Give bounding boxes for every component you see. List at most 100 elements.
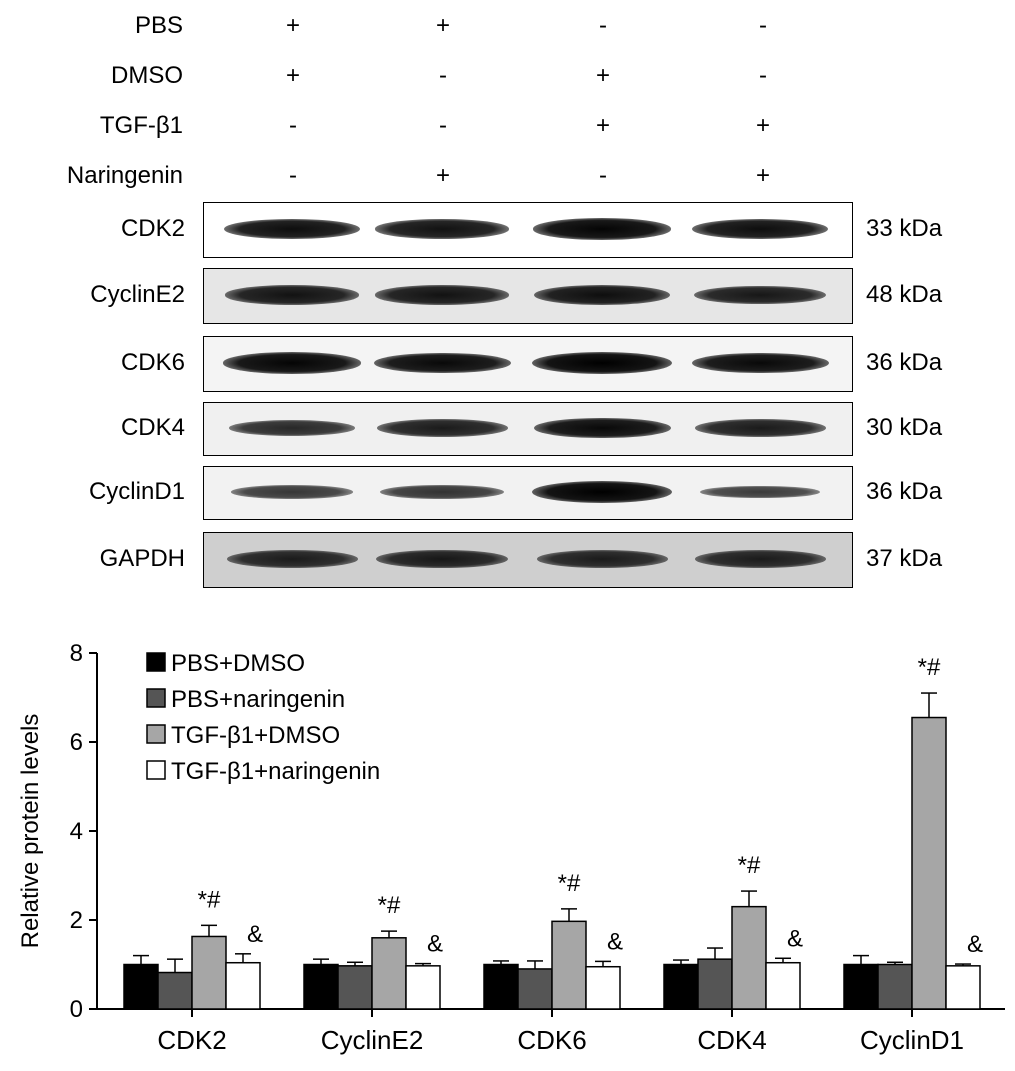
blot-band: [532, 352, 672, 374]
bar: [517, 968, 553, 1010]
y-axis-label: Relative protein levels: [17, 714, 44, 949]
significance-label: &: [787, 925, 803, 952]
condition-label: Naringenin: [66, 162, 183, 189]
significance-label: &: [427, 931, 443, 958]
significance-label: *#: [738, 852, 761, 879]
bar: [843, 963, 879, 1010]
bar: [123, 963, 159, 1010]
condition-label: PBS: [134, 12, 183, 39]
bar: [585, 965, 621, 1010]
blot-band: [694, 419, 826, 437]
y-tick-label: 0: [70, 996, 83, 1023]
bar: [405, 965, 441, 1010]
condition-label: DMSO: [111, 62, 183, 89]
bar: [225, 961, 261, 1010]
legend-label: TGF-β1+DMSO: [171, 722, 340, 749]
blot-band: [694, 550, 826, 568]
blot-band: [376, 419, 508, 437]
legend-label: PBS+naringenin: [171, 686, 345, 713]
blot-strip: [203, 202, 853, 258]
blot-mw-label: 37 kDa: [866, 545, 943, 572]
blot-mw-label: 36 kDa: [866, 478, 943, 505]
significance-label: &: [607, 928, 623, 955]
blot-band: [375, 285, 509, 305]
blot-band: [692, 219, 828, 239]
blot-band: [699, 485, 821, 499]
significance-label: *#: [198, 886, 221, 913]
y-tick-label: 4: [70, 818, 83, 845]
blot-band: [536, 550, 668, 568]
condition-sign: -: [599, 162, 607, 189]
condition-sign: +: [755, 162, 770, 189]
blot-band: [533, 417, 671, 439]
blot-strip: [203, 402, 853, 456]
blot-band: [225, 285, 359, 305]
significance-label: &: [967, 931, 983, 958]
significance-label: *#: [378, 892, 401, 919]
condition-sign: +: [285, 62, 300, 89]
condition-sign: +: [595, 112, 610, 139]
x-tick-label: CyclinD1: [860, 1025, 964, 1055]
blot-mw-label: 48 kDa: [866, 281, 943, 308]
bar: [337, 965, 373, 1010]
bar: [191, 935, 227, 1010]
condition-sign: -: [289, 112, 297, 139]
significance-label: *#: [918, 654, 941, 681]
blot-band: [532, 218, 672, 240]
bar: [877, 963, 913, 1010]
blot-protein-label: CDK6: [120, 349, 185, 376]
legend-swatch: [146, 724, 166, 744]
blot-strip: [203, 268, 853, 324]
condition-sign: +: [435, 12, 450, 39]
blot-band: [380, 484, 504, 500]
condition-sign: -: [439, 62, 447, 89]
bar: [371, 937, 407, 1010]
condition-sign: +: [595, 62, 610, 89]
bar: [157, 971, 193, 1010]
bar: [765, 961, 801, 1010]
x-tick-label: CyclinE2: [321, 1025, 424, 1055]
condition-sign: -: [439, 112, 447, 139]
condition-sign: -: [289, 162, 297, 189]
bar: [945, 965, 981, 1010]
bar: [697, 958, 733, 1010]
bar: [551, 920, 587, 1010]
condition-sign: -: [759, 62, 767, 89]
bar: [303, 963, 339, 1010]
blot-band: [231, 485, 353, 499]
legend-swatch: [146, 688, 166, 708]
y-tick-label: 6: [70, 729, 83, 756]
legend-label: TGF-β1+naringenin: [171, 758, 380, 785]
bar: [483, 963, 519, 1010]
legend-swatch: [146, 760, 166, 780]
condition-sign: -: [599, 12, 607, 39]
blot-protein-label: CyclinE2: [90, 281, 185, 308]
condition-sign: +: [285, 12, 300, 39]
blot-strip: [203, 532, 853, 588]
bar: [663, 963, 699, 1010]
significance-label: *#: [558, 870, 581, 897]
significance-label: &: [247, 921, 263, 948]
blot-band: [224, 219, 360, 239]
y-tick-label: 8: [70, 640, 83, 667]
bar: [911, 716, 947, 1010]
blot-mw-label: 30 kDa: [866, 414, 943, 441]
condition-label: TGF-β1: [99, 112, 183, 139]
blot-band: [534, 285, 670, 305]
x-tick-label: CDK2: [157, 1025, 226, 1055]
y-tick-label: 2: [70, 907, 83, 934]
blot-band: [226, 550, 358, 568]
blot-band: [375, 219, 509, 239]
blot-mw-label: 33 kDa: [866, 215, 943, 242]
blot-band: [691, 352, 829, 374]
blot-protein-label: GAPDH: [99, 545, 185, 572]
condition-sign: +: [755, 112, 770, 139]
blot-band: [373, 352, 511, 374]
blot-mw-label: 36 kDa: [866, 349, 943, 376]
blot-band: [532, 481, 672, 503]
x-tick-label: CDK4: [697, 1025, 766, 1055]
bar: [731, 905, 767, 1010]
blot-band: [222, 352, 362, 374]
blot-strip: [203, 466, 853, 520]
blot-band: [228, 420, 356, 436]
